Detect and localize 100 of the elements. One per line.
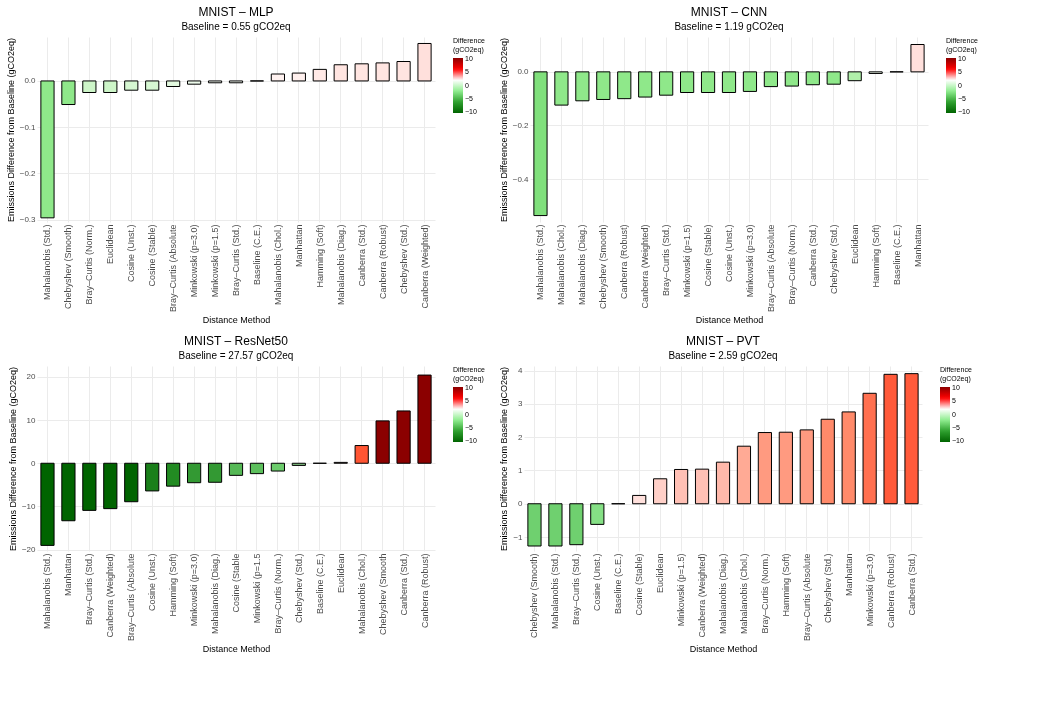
y-tick-label: −0.4 [512, 174, 530, 184]
x-tick-label: Canberra (Robust) [419, 553, 430, 629]
x-tick-label: Minkowski (p=3.0) [189, 553, 200, 627]
x-tick-label: Cosine (Unst.) [724, 224, 734, 283]
bar [778, 431, 793, 505]
x-tick-label: Canberra (Std.) [807, 224, 818, 287]
x-tick-label: Mahalanobis (Diag.) [577, 224, 588, 306]
bar [103, 462, 118, 510]
x-tick-label: Bray–Curtis (Std.) [231, 224, 241, 297]
bar [396, 410, 411, 464]
chart-title: MNIST – PVT [686, 334, 761, 348]
x-tick-label: Canberra (Std.) [356, 224, 367, 287]
bar [166, 80, 181, 87]
y-tick-label: −0.2 [19, 168, 37, 178]
bar [590, 503, 605, 525]
bar [354, 63, 369, 82]
x-tick-label: Hamming (Soft) [870, 224, 881, 288]
x-tick-label: Bray–Curtis (Norm.) [759, 553, 770, 634]
bar [653, 478, 668, 505]
y-tick-label: 4 [518, 366, 524, 376]
y-tick-label: −0.3 [19, 215, 37, 225]
x-tick-label: Manhattan [843, 553, 854, 597]
x-tick-label: Canberra (Robust) [885, 553, 896, 629]
y-tick-label: 10 [26, 415, 37, 425]
x-tick-label: Minkowski (p=3.0) [864, 553, 875, 627]
y-tick-label: 20 [26, 372, 37, 382]
x-tick-label: Mahalanobis (Diag.) [718, 553, 728, 635]
x-tick-label: Bray–Curtis (Absolute [765, 224, 776, 313]
x-tick-label: Manhattan [293, 224, 304, 268]
x-tick-label: Euclidean [105, 224, 116, 265]
bar [820, 418, 835, 505]
x-tick-label: Chebyshev (Smooth [377, 553, 388, 636]
x-tick-label: Bray–Curtis (Absolute [126, 553, 137, 642]
x-tick-label: Baseline (C.E.) [251, 224, 262, 286]
x-tick-label: Minkowski (p=3.0) [189, 224, 200, 298]
x-tick-label: Mahalanobis (Diag.) [210, 553, 221, 635]
x-tick-label: Mahalanobis (Std.) [42, 553, 53, 630]
bar [82, 80, 97, 93]
bar [103, 80, 118, 93]
bar [207, 462, 223, 483]
chart-subtitle: Baseline = 0.55 gCO2eq [181, 21, 291, 32]
x-tick-label: Canberra (Robust) [619, 224, 630, 300]
bar [187, 462, 202, 484]
bar [40, 462, 55, 546]
bar [291, 72, 306, 82]
y-tick-label: 3 [518, 399, 524, 409]
y-tick-label: −0.1 [19, 122, 37, 132]
x-tick-label: Baseline (C.E.) [314, 553, 325, 615]
bar [228, 462, 244, 476]
x-tick-label: Mahalanobis (Chol.) [356, 553, 367, 635]
bar [61, 80, 76, 106]
x-tick-label: Canberra (Weighted) [105, 553, 116, 638]
bar [375, 420, 390, 464]
x-tick-label: Minkowski (p=1.5 [251, 553, 262, 624]
x-axis-title: Distance Method [202, 644, 271, 655]
y-tick-label: 0.0 [517, 67, 530, 77]
bar [270, 462, 285, 472]
x-tick-label: Euclidean [655, 553, 666, 594]
x-tick-label: Minkowski (p=3.0) [744, 224, 755, 298]
bar [632, 494, 647, 505]
bar [82, 462, 97, 511]
x-tick-label: Minkowski (p=1.5) [210, 224, 221, 298]
x-tick-label: Hamming (Soft) [168, 553, 179, 617]
x-tick-label: Cosine (Stable [231, 553, 241, 613]
chart-subtitle: Baseline = 2.59 gCO2eq [668, 350, 778, 361]
x-tick-label: Manhattan [912, 224, 923, 268]
x-tick-label: Chebyshev (Std.) [293, 553, 304, 624]
x-tick-label: Mahalanobis (Std.) [535, 224, 546, 301]
y-axis-title: Emissions Difference from Baseline (gCO2eq) [498, 38, 509, 222]
x-tick-label: Bray–Curtis (Absolute [168, 224, 179, 313]
x-axis-title: Distance Method [695, 315, 764, 326]
bar [354, 445, 369, 464]
x-tick-label: Chebyshev (Smooth) [598, 224, 609, 310]
x-tick-label: Mahalanobis (Std.) [550, 553, 561, 630]
bar [694, 468, 710, 505]
x-tick-label: Euclidean [849, 224, 860, 265]
bar [124, 462, 139, 503]
y-tick-label: 2 [518, 432, 524, 442]
x-tick-label: Bray–Curtis (Std.) [84, 553, 95, 626]
x-tick-label: Bray–Curtis (Norm.) [786, 224, 797, 305]
x-tick-label: Canberra (Weighted) [419, 224, 430, 309]
x-tick-label: Bray–Curtis (Absolute [801, 553, 812, 642]
x-tick-label: Cosine (Stable) [634, 553, 645, 616]
bar [841, 411, 856, 505]
chart-title: MNIST – MLP [198, 5, 274, 19]
bar [715, 461, 731, 505]
bar [312, 68, 327, 82]
y-tick-label: −1 [513, 532, 524, 542]
bar [799, 429, 814, 505]
bar [396, 61, 411, 82]
x-tick-label: Mahalanobis (Diag.) [335, 224, 346, 306]
y-tick-label: 1 [518, 465, 524, 475]
bar [145, 80, 160, 91]
x-tick-label: Euclidean [335, 553, 346, 594]
bar [61, 462, 76, 522]
bar [145, 462, 160, 492]
y-axis-title: Emissions Difference from Baseline (gCO2eq) [7, 367, 18, 551]
x-tick-label: Mahalanobis (Std.) [42, 224, 53, 301]
x-tick-label: Canberra (Weighted) [697, 553, 708, 638]
x-tick-label: Bray–Curtis (Std.) [571, 553, 582, 626]
